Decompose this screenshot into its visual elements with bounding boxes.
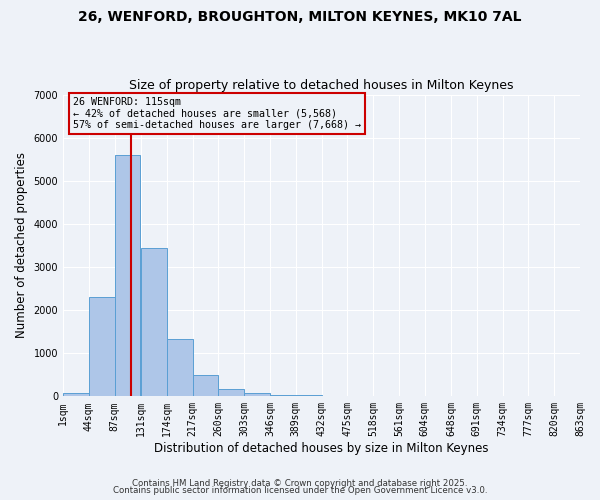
Bar — [218, 390, 244, 396]
Text: Contains HM Land Registry data © Crown copyright and database right 2025.: Contains HM Land Registry data © Crown c… — [132, 478, 468, 488]
X-axis label: Distribution of detached houses by size in Milton Keynes: Distribution of detached houses by size … — [154, 442, 489, 455]
Y-axis label: Number of detached properties: Number of detached properties — [15, 152, 28, 338]
Text: Contains public sector information licensed under the Open Government Licence v3: Contains public sector information licen… — [113, 486, 487, 495]
Bar — [141, 248, 167, 396]
Bar — [244, 393, 270, 396]
Bar — [115, 155, 140, 396]
Text: 26, WENFORD, BROUGHTON, MILTON KEYNES, MK10 7AL: 26, WENFORD, BROUGHTON, MILTON KEYNES, M… — [78, 10, 522, 24]
Bar — [193, 375, 218, 396]
Bar — [63, 393, 89, 396]
Bar — [89, 297, 115, 396]
Title: Size of property relative to detached houses in Milton Keynes: Size of property relative to detached ho… — [129, 79, 514, 92]
Text: 26 WENFORD: 115sqm
← 42% of detached houses are smaller (5,568)
57% of semi-deta: 26 WENFORD: 115sqm ← 42% of detached hou… — [73, 96, 361, 130]
Bar — [167, 340, 193, 396]
Bar — [270, 394, 296, 396]
